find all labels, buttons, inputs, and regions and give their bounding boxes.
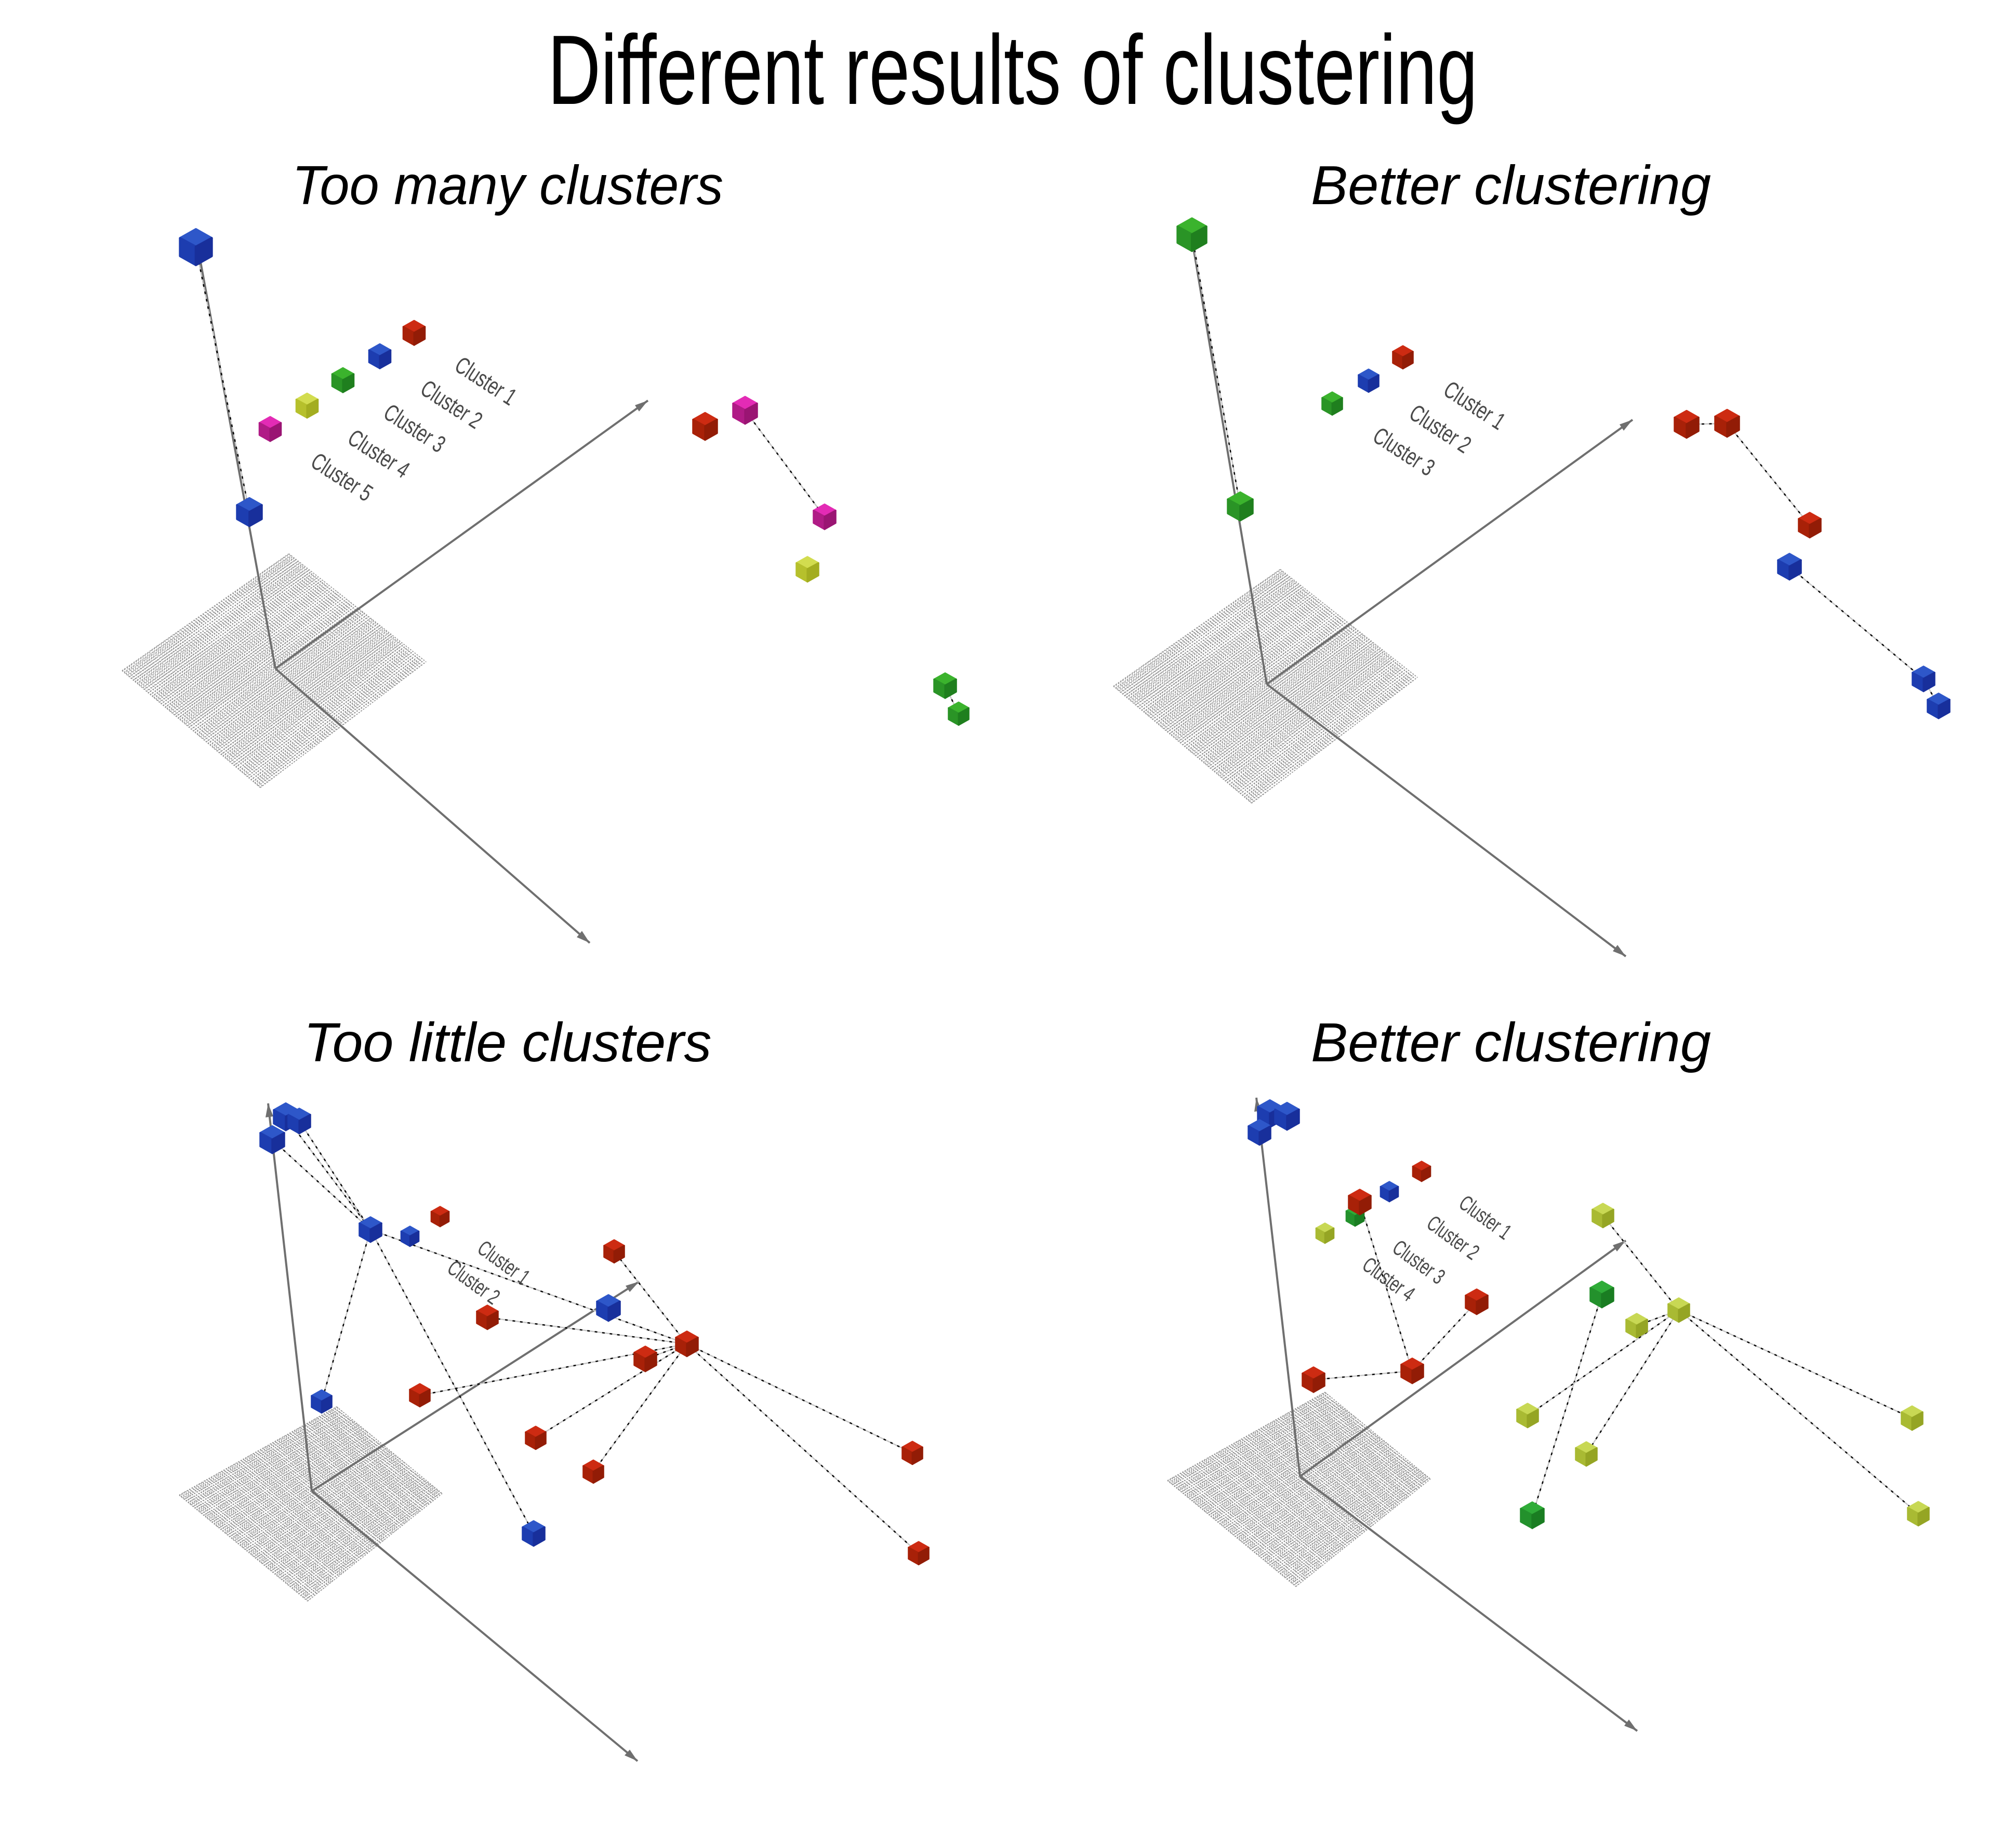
svg-text:Better clustering: Better clustering [1311,155,1711,216]
svg-text:Different results of clusterin: Different results of clustering [548,15,1478,125]
svg-text:Better clustering: Better clustering [1311,1012,1711,1073]
svg-text:Too little clusters: Too little clusters [304,1012,712,1073]
svg-text:Too many clusters: Too many clusters [292,155,723,216]
